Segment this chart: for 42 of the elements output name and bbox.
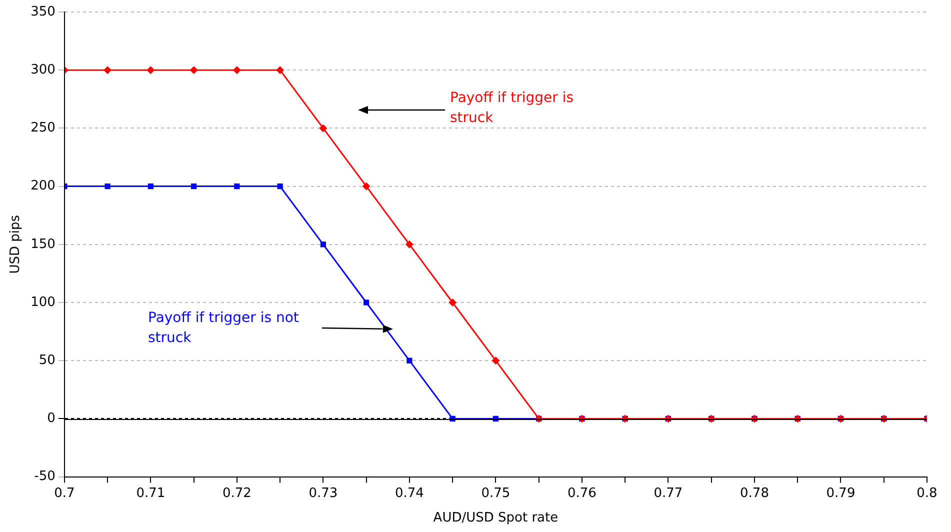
point	[148, 183, 154, 190]
point	[190, 66, 198, 74]
point	[146, 66, 155, 74]
x-tick-label: 0.76	[567, 486, 596, 501]
point	[277, 183, 283, 190]
y-tick-label: 0	[47, 411, 56, 426]
point	[190, 183, 197, 190]
point	[104, 66, 112, 74]
x-tick-label: 0.8	[916, 486, 938, 501]
y-tick-label: -50	[34, 469, 56, 484]
annotation: Payoff if trigger is struck	[450, 89, 575, 128]
annotation: Payoff if trigger is not struck	[148, 309, 300, 348]
y-tick-label: 300	[30, 62, 56, 78]
y-tick-label: 50	[38, 352, 56, 368]
point	[362, 182, 370, 190]
point	[104, 183, 110, 190]
point	[276, 66, 284, 74]
x-tick-label: 0.79	[826, 486, 856, 501]
x-tick-label: 0.72	[222, 486, 252, 501]
y-axis-title: USD pips	[8, 214, 24, 274]
point	[492, 356, 500, 365]
point	[448, 298, 457, 306]
x-tick-label: 0.74	[394, 486, 424, 501]
x-tick-label: 0.7	[54, 486, 75, 501]
point	[319, 124, 328, 132]
y-tick-label: 350	[30, 4, 56, 20]
x-axis-title: AUD/USD Spot rate	[433, 510, 558, 526]
point	[234, 183, 240, 190]
x-tick-label: 0.75	[481, 486, 510, 501]
y-tick-label: 150	[30, 236, 56, 252]
x-tick-label: 0.78	[740, 486, 769, 501]
y-tick-label: 250	[30, 120, 56, 136]
point	[405, 240, 414, 248]
point	[406, 358, 412, 364]
point	[320, 242, 326, 248]
x-tick-label: 0.71	[136, 486, 166, 501]
x-tick-label: 0.77	[654, 486, 683, 501]
point	[363, 300, 370, 306]
y-tick-label: 100	[30, 294, 56, 310]
y-tick-label: 200	[30, 178, 56, 194]
x-tick-label: 0.73	[308, 486, 338, 501]
point	[232, 66, 241, 74]
